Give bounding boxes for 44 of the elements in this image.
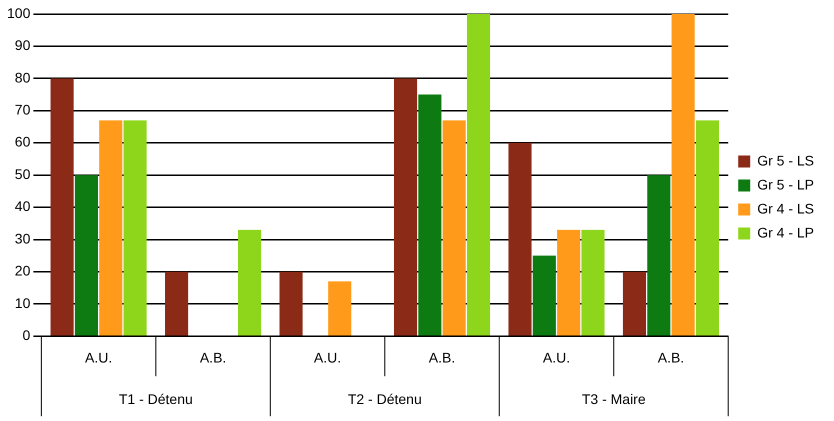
y-tick-label: 70 (14, 102, 31, 118)
bar (508, 142, 532, 336)
x-tick-label: A.U. (84, 349, 112, 366)
text: T3 - Maire (582, 391, 646, 408)
bar (532, 256, 556, 336)
y-tick-label: 10 (14, 294, 31, 311)
y-tick-label: 100 (7, 4, 31, 21)
bar (280, 272, 303, 336)
bar (622, 272, 646, 336)
bar (165, 272, 188, 336)
bar (328, 281, 352, 336)
y-tick-label: 60 (14, 134, 31, 150)
bar (557, 230, 580, 336)
legend-label: Gr 5 - LP (757, 176, 814, 192)
legend-label: Gr 5 - LS (757, 152, 814, 168)
bar (466, 14, 490, 336)
bar (74, 175, 98, 336)
text: T1 - Détenu (118, 391, 193, 408)
x-tick-label: A.B. (658, 349, 684, 366)
y-tick-label: 90 (14, 37, 31, 54)
legend-label: Gr 4 - LS (757, 200, 814, 216)
bar (238, 230, 262, 336)
bar (672, 14, 695, 336)
legend-label: Gr 4 - LP (757, 224, 814, 240)
y-tick-label: 40 (14, 198, 31, 214)
bar (50, 78, 74, 336)
x-tick-label: A.B. (428, 349, 456, 366)
x-tick-label: A.B. (200, 349, 226, 366)
bar (418, 94, 442, 336)
bar (124, 120, 147, 336)
x-tick-label: A.U. (314, 349, 342, 366)
y-tick-label: 20 (14, 262, 31, 279)
y-tick-label: 30 (14, 230, 31, 246)
y-tick-label: 0 (22, 327, 31, 344)
bar (442, 120, 466, 336)
y-tick-label: 80 (14, 69, 31, 86)
bar (581, 230, 605, 336)
bar (696, 120, 720, 336)
bar (394, 78, 418, 336)
bar (99, 120, 122, 336)
bar (647, 175, 670, 336)
y-tick-label: 50 (14, 166, 31, 182)
x-tick-label: A.U. (542, 349, 570, 366)
text: T2 - Détenu (348, 391, 422, 408)
